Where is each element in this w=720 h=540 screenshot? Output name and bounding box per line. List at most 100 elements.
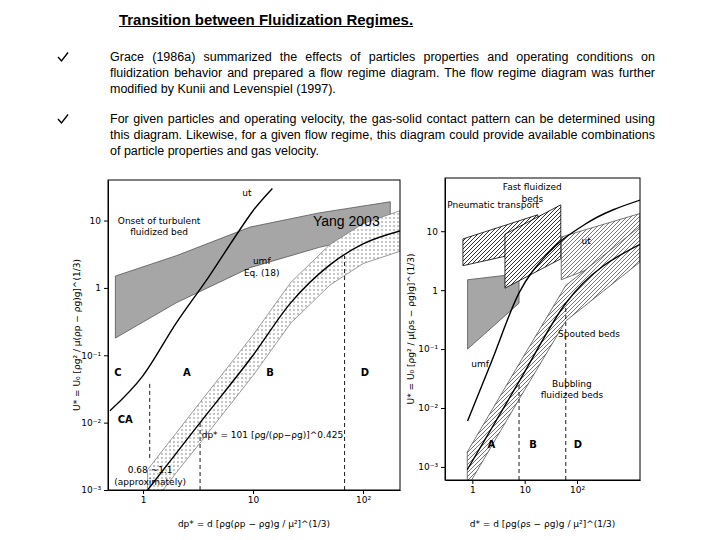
x-tick-label: 1 [141,495,147,505]
annotation: Spouted beds [558,329,620,339]
x-tick: 10 [248,490,260,505]
x-tick-label: 10² [356,495,371,505]
boundary-line [149,382,150,458]
region-label: B [266,367,274,378]
y-tick-label: 10⁻² [418,403,438,413]
region-label: CA [118,414,133,425]
y-tick-label: 10⁻¹ [81,351,101,361]
x-tick: 10 [519,480,531,495]
annotations: Onset of turbulentfluidized bed ut umf Eq. … [114,188,369,486]
y-tick-mark [104,490,108,491]
y-tick-label: 10⁻³ [81,485,101,495]
bullet-check [57,113,69,125]
y-tick-mark [104,423,108,424]
y-tick: 10 [90,216,108,226]
source-note: Yang 2003 [313,213,380,229]
bullet-text: Grace (1986a) summarized the effects of … [110,49,655,97]
y-tick-label: 10⁻² [81,418,101,428]
chart: 1 10 10² 10⁻³ 10⁻² 10⁻¹ 1 10 dp* = d [ρg(ρp − ρg… [72,180,401,529]
y-tick: 10⁻² [418,403,445,413]
annotation: umf [253,256,271,266]
annotation: fluidized bed [130,227,188,237]
region-label: D [574,439,582,450]
annotation: Onset of turbulent [118,216,201,226]
regime-area [505,205,561,288]
x-tick: 10² [570,480,585,495]
y-tick-mark [104,288,108,289]
x-tick-mark [143,490,144,494]
x-tick-label: 10 [248,495,260,505]
region-label: A [183,367,191,378]
annotations: Pneumatic transportFast fluidizedbedsutS… [447,182,620,450]
plot-frame [445,178,640,480]
x-axis: 1 10 10² [446,480,641,495]
boundary-line [519,382,520,480]
y-tick-label: 1 [432,286,438,296]
y-tick: 1 [432,286,445,296]
region-label: A [487,439,495,450]
x-tick-mark [363,490,364,494]
annotation: Fast fluidized [503,182,562,192]
y-tick: 10 [427,227,445,237]
x-tick-mark [525,480,526,484]
y-tick: 10⁻³ [418,462,445,472]
x-tick-label: 10 [519,485,531,495]
y-tick: 1 [95,283,108,293]
bullet-check-mark [58,53,68,62]
annotation: umf [471,359,489,369]
y-axis: 10⁻³ 10⁻² 10⁻¹ 1 10 [81,181,108,496]
x-axis: 1 10 10² [109,490,401,505]
y-tick-label: 10⁻³ [418,462,438,472]
x-tick: 10² [356,490,371,505]
charts: 1 10 10² 10⁻³ 10⁻² 10⁻¹ 1 10 dp* = d [ρg(ρp − ρg… [0,0,720,540]
boundary-line [200,423,201,490]
annotation: beds [521,194,543,204]
velocity-curve [110,188,272,410]
bullet-check [57,51,69,63]
region-label: C [114,367,121,378]
y-tick-label: 10 [90,216,102,226]
y-tick-mark [441,349,445,350]
velocity-curve [148,231,400,490]
y-tick-mark [441,408,445,409]
annotation: dp* = 101 [ρg/(ρp−ρg)]^0.425 [202,430,343,440]
y-tick: 10⁻³ [81,485,108,495]
x-tick: 1 [470,480,476,495]
x-tick-mark [577,480,578,484]
velocity-curve [468,200,640,421]
plot-marks [110,188,400,490]
y-axis-title: U* = U₀ [ρg² / μ(ρp − ρg)g]^(1/3) [72,259,82,411]
regime-area [467,227,640,480]
annotation: 0.68 ~1.1 [128,465,173,475]
annotation: Bubbling [552,379,592,389]
boundary-line [344,256,345,490]
x-axis-line [446,480,641,481]
x-axis-title: d* = d [ρg(ρs − ρg)g / μ²]^(1/3) [470,519,615,529]
y-axis: 10⁻³ 10⁻² 10⁻¹ 1 10 [418,179,445,481]
y-tick-mark [441,290,445,291]
y-tick-label: 10⁻¹ [418,344,438,354]
x-tick-label: 10² [570,485,585,495]
y-tick: 10⁻² [81,418,108,428]
y-axis-title: U* = U₀ [ρg² / μ(ρs − ρg)g]^(1/3) [406,254,416,405]
x-tick-mark [472,480,473,484]
y-tick: 10⁻¹ [81,351,108,361]
annotation: ut [582,236,592,246]
slide-title: Transition between Fluidization Regimes. [0,11,532,28]
x-axis-line [109,490,401,491]
y-axis-line [108,181,109,491]
x-tick-mark [253,490,254,494]
y-tick-mark [441,467,445,468]
x-axis-title: dp* = d [ρg(ρp − ρg)g / μ²]^(1/3) [178,519,330,529]
annotation: Eq. (18) [244,268,280,278]
plot-frame [108,180,400,490]
annotation: (approximately) [114,477,186,487]
y-tick-label: 1 [95,283,101,293]
region-label: B [529,439,537,450]
bullet-check-mark [58,115,68,124]
annotation: ut [242,188,252,198]
velocity-curve [467,244,640,469]
y-tick: 10⁻¹ [418,344,445,354]
y-axis-line [445,179,446,481]
annotation: fluidized beds [541,390,604,400]
